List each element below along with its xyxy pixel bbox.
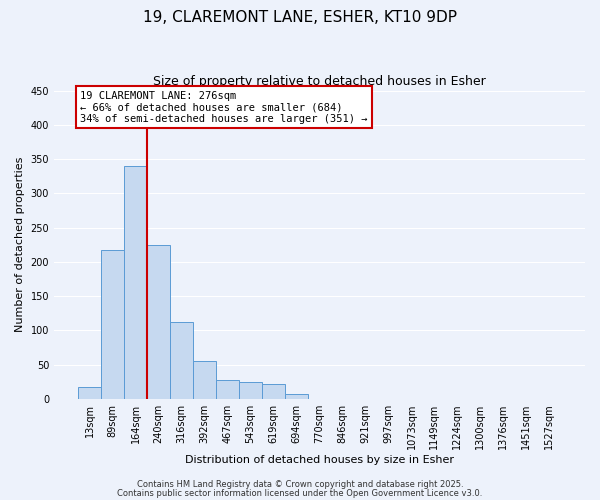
X-axis label: Distribution of detached houses by size in Esher: Distribution of detached houses by size …: [185, 455, 454, 465]
Title: Size of property relative to detached houses in Esher: Size of property relative to detached ho…: [153, 75, 486, 88]
Text: 19 CLAREMONT LANE: 276sqm
← 66% of detached houses are smaller (684)
34% of semi: 19 CLAREMONT LANE: 276sqm ← 66% of detac…: [80, 90, 368, 124]
Bar: [124, 166, 147, 399]
Bar: [170, 322, 193, 399]
Text: Contains public sector information licensed under the Open Government Licence v3: Contains public sector information licen…: [118, 489, 482, 498]
Bar: [193, 362, 216, 399]
Bar: [285, 394, 308, 399]
Bar: [147, 246, 170, 399]
Bar: [216, 380, 239, 399]
Bar: [101, 250, 124, 399]
Bar: [239, 382, 262, 399]
Text: Contains HM Land Registry data © Crown copyright and database right 2025.: Contains HM Land Registry data © Crown c…: [137, 480, 463, 489]
Y-axis label: Number of detached properties: Number of detached properties: [15, 157, 25, 332]
Bar: [262, 384, 285, 399]
Bar: [78, 388, 101, 399]
Text: 19, CLAREMONT LANE, ESHER, KT10 9DP: 19, CLAREMONT LANE, ESHER, KT10 9DP: [143, 10, 457, 25]
